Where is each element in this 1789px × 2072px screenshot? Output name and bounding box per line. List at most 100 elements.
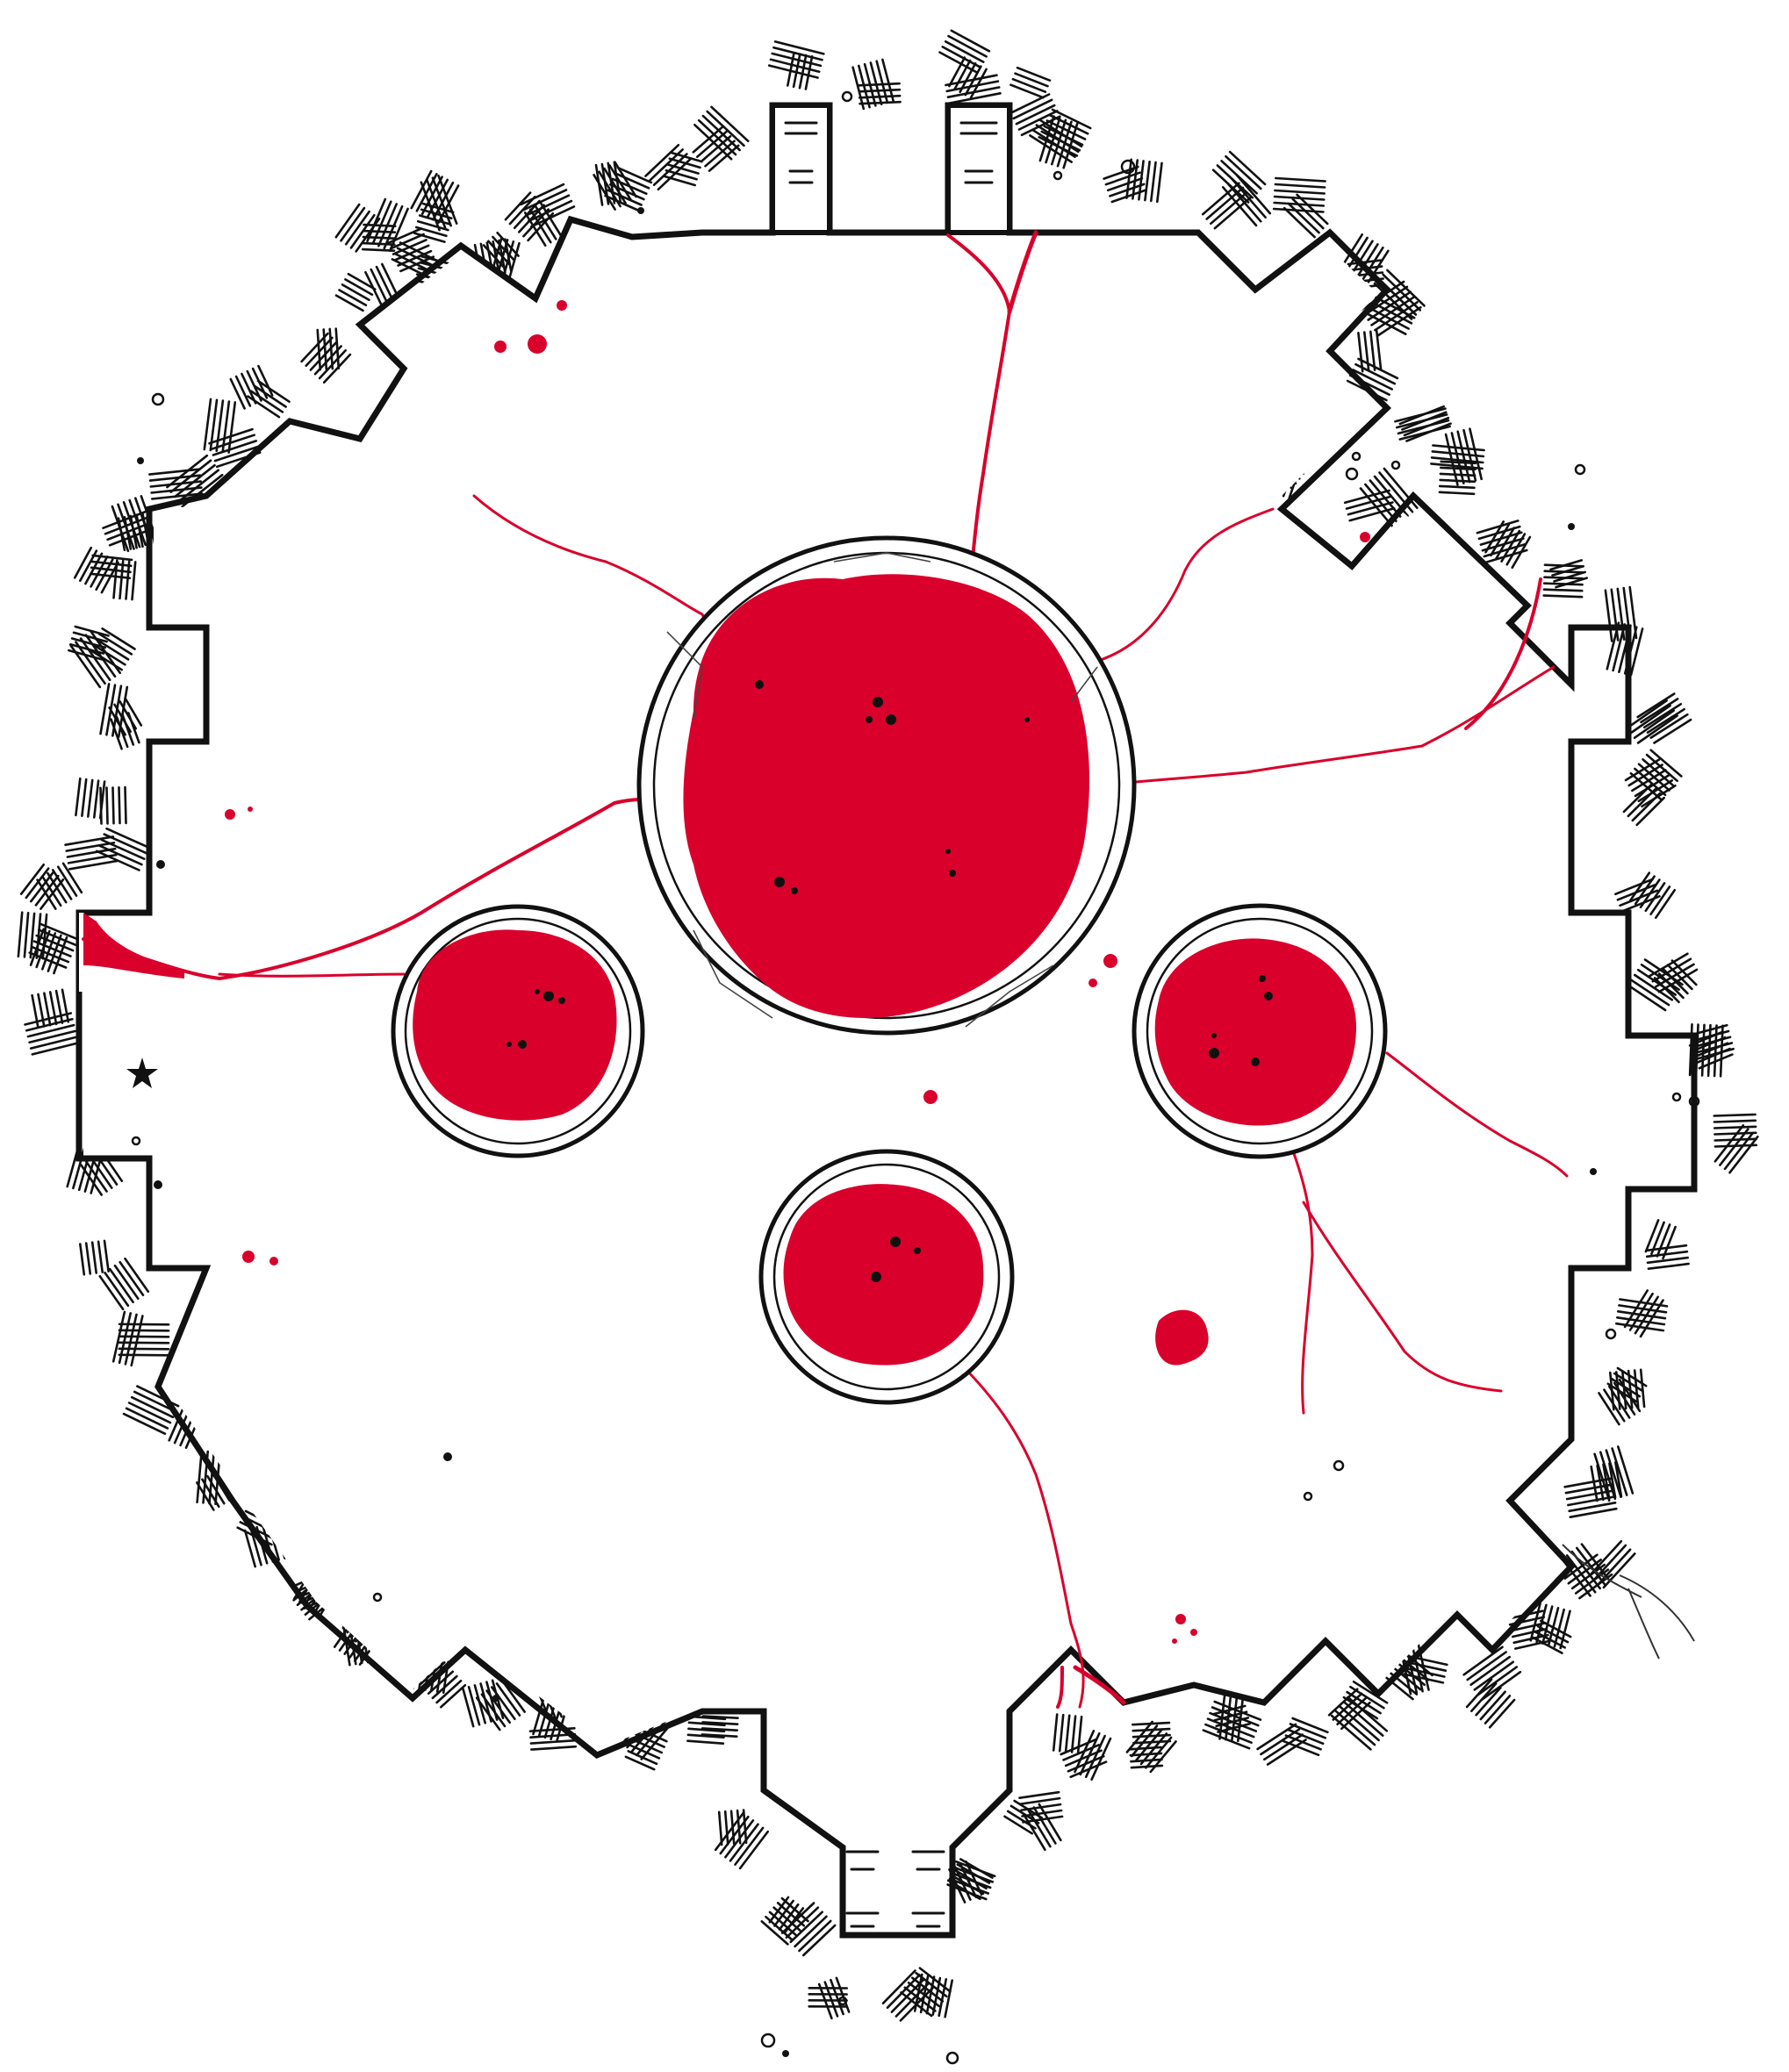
hatch-line: [604, 194, 641, 212]
blood-vein: [946, 233, 1011, 577]
hatch-line: [692, 125, 724, 154]
hatch-line: [227, 401, 237, 454]
hatch-line: [1484, 1695, 1512, 1724]
hatch-line: [300, 332, 329, 363]
hatch-line: [1386, 269, 1426, 307]
hatch-line: [706, 110, 745, 147]
south-stairs[interactable]: [845, 1850, 945, 1928]
hatch-line: [1479, 531, 1523, 546]
hatch-line: [894, 1982, 930, 2018]
hatch-line: [1274, 189, 1326, 195]
hatch-line: [1430, 456, 1484, 464]
hatch-line: [1348, 506, 1396, 522]
hatch-line: [1132, 1727, 1171, 1732]
hatch-line: [90, 572, 132, 580]
hatch-line: [130, 1315, 144, 1367]
hatch-line: [1466, 1651, 1507, 1681]
hatch-line: [40, 932, 57, 971]
central-blood-pool[interactable]: [636, 535, 1137, 1036]
hatch-line: [1343, 489, 1390, 505]
hatch-line: [1090, 1737, 1112, 1781]
hatch-line: [1256, 1723, 1297, 1751]
hatch-line: [704, 140, 736, 168]
hatch-line: [1580, 1543, 1612, 1582]
hatch-line: [1017, 110, 1059, 131]
hatch-line: [168, 1403, 186, 1442]
hatch-line: [738, 1830, 770, 1870]
hatch-line: [950, 1874, 985, 1895]
hatch-line: [1373, 282, 1413, 320]
hatch-line: [611, 177, 648, 195]
hatch-line: [1352, 1681, 1389, 1704]
south-blood-pool[interactable]: [758, 1149, 1015, 1405]
hatch-line: [87, 778, 94, 818]
hatch-line: [729, 1823, 759, 1862]
north-east-stairs[interactable]: [945, 103, 1012, 235]
hatch-line: [362, 241, 396, 247]
hatch-line: [115, 715, 129, 749]
hatch-line: [1347, 501, 1394, 516]
hatch-line: [1622, 783, 1653, 814]
hatch-line: [389, 233, 425, 250]
hatch-line: [414, 226, 448, 238]
hatch-line: [150, 486, 203, 494]
hatch-line: [956, 1863, 991, 1884]
hatch-line: [1336, 1696, 1368, 1725]
hatch-line: [99, 786, 103, 825]
hatch-line: [629, 1744, 661, 1760]
hatch-line: [73, 546, 92, 579]
hatch-line: [1645, 753, 1678, 783]
hatch-line: [517, 204, 545, 233]
hatch-line: [1440, 466, 1476, 471]
hatch-line: [1629, 704, 1671, 735]
hatch-line: [1064, 1749, 1103, 1767]
hatch-line: [253, 384, 287, 408]
hatch-line: [101, 627, 136, 650]
blood-vein: [1007, 230, 1038, 314]
hatch-line: [607, 189, 643, 206]
hatch-line: [1014, 72, 1049, 88]
hatch-line: [213, 445, 260, 462]
hatch-line: [919, 1975, 930, 2014]
hatch-line: [396, 247, 436, 269]
hatch-line: [97, 844, 143, 866]
hatch-line: [1476, 520, 1520, 534]
hatch-line: [700, 135, 732, 163]
north-west-stairs[interactable]: [770, 103, 832, 235]
hatch-line: [1719, 1128, 1749, 1166]
hatch-line: [1069, 1760, 1108, 1779]
hatch-line: [1125, 158, 1132, 199]
hatch-line: [124, 1257, 150, 1293]
east-blood-pool[interactable]: [1132, 903, 1388, 1159]
hatch-line: [1045, 119, 1087, 140]
hatch-line: [858, 88, 902, 93]
hatch-line: [859, 100, 902, 105]
hatch-line: [34, 874, 60, 907]
hatch-line: [1488, 1698, 1516, 1729]
hatch-line: [772, 46, 823, 61]
hatch-line: [334, 203, 361, 239]
hatch-line: [97, 632, 133, 656]
hatch-line: [760, 1920, 789, 1946]
hatch-line: [1104, 171, 1141, 186]
hatch-line: [1649, 749, 1683, 778]
hatch-line: [496, 231, 520, 257]
hatch-line: [467, 1685, 481, 1726]
hatch-line: [768, 1911, 797, 1937]
hatch-line: [1604, 589, 1613, 642]
hatch-line: [687, 1727, 726, 1733]
hatch-line: [1529, 1602, 1541, 1642]
hatch-line: [118, 785, 121, 825]
hatch-line: [1542, 588, 1584, 592]
hatch-line: [773, 40, 825, 55]
hatch-line: [1282, 1739, 1320, 1757]
hatch-line: [776, 1902, 806, 1927]
hatch-line: [944, 39, 985, 63]
hatch-line: [1605, 1449, 1622, 1498]
hatch-line: [1624, 758, 1661, 782]
west-passage[interactable]: [79, 913, 84, 992]
west-blood-pool[interactable]: [391, 904, 645, 1158]
hatch-line: [370, 268, 388, 304]
hatch-line: [1543, 570, 1584, 574]
hatch-line: [1062, 1744, 1101, 1761]
